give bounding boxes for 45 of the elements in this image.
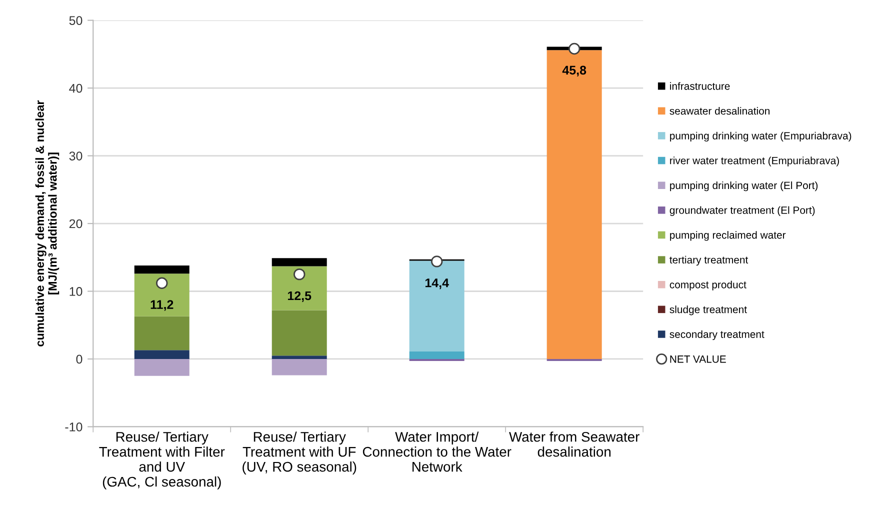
- legend-label: groundwater treatment (El Port): [670, 206, 815, 216]
- bar: [272, 358, 327, 376]
- bar: [134, 266, 190, 274]
- legend-label: secondary treatment: [670, 330, 764, 340]
- bar: [134, 316, 190, 350]
- y-axis-title: cumulative energy demand, fossil & nuclear [MJ/(m³ additional water)]: [35, 100, 60, 346]
- y-tick-label: -10: [65, 422, 82, 432]
- data-label: 11,2: [150, 300, 174, 311]
- legend-label: pumping reclaimed water: [670, 231, 786, 241]
- data-label: 14,4: [425, 278, 449, 290]
- y-tick-label: 20: [69, 219, 82, 228]
- data-label: 45,8: [562, 66, 586, 76]
- bar: [546, 358, 602, 362]
- bar: [272, 310, 327, 356]
- bar: [272, 266, 327, 310]
- x-tick-label: Reuse/ Tertiary Treatment with UF (UV, RO seasonal): [242, 432, 356, 474]
- y-tick-label: 40: [69, 84, 82, 93]
- bar: [272, 258, 327, 266]
- y-tick-label: 30: [69, 152, 82, 160]
- bar: [546, 50, 602, 359]
- legend-label: compost product: [670, 280, 746, 290]
- bar: [134, 358, 190, 376]
- bar: [409, 358, 464, 362]
- legend-label: river water treatment (Empuriabrava): [670, 156, 839, 166]
- y-tick-label: 0: [76, 354, 82, 364]
- legend-label: pumping drinking water (El Port): [670, 181, 818, 192]
- legend-label: tertiary treatment: [670, 256, 748, 266]
- x-tick-label: Reuse/ Tertiary Treatment with Filter and UV (GAC, Cl seasonal): [99, 432, 225, 490]
- bar: [409, 352, 464, 359]
- y-tick-label: 10: [70, 287, 82, 296]
- bar: [134, 350, 190, 359]
- point: [568, 42, 580, 55]
- legend-label: sludge treatment: [670, 306, 747, 316]
- y-tick-label: 50: [69, 16, 82, 25]
- bar: [272, 356, 327, 359]
- bar: [409, 260, 464, 352]
- legend-label: seawater desalination: [670, 107, 770, 115]
- data-label: 12,5: [288, 291, 312, 302]
- bar: [134, 274, 190, 316]
- point: [156, 277, 168, 289]
- point: [294, 268, 306, 280]
- legend-label: NET VALUE: [670, 356, 726, 363]
- legend-label: infrastructure: [670, 82, 730, 90]
- legend-label: pumping drinking water (Empuriabrava): [670, 132, 852, 142]
- point: [431, 256, 443, 268]
